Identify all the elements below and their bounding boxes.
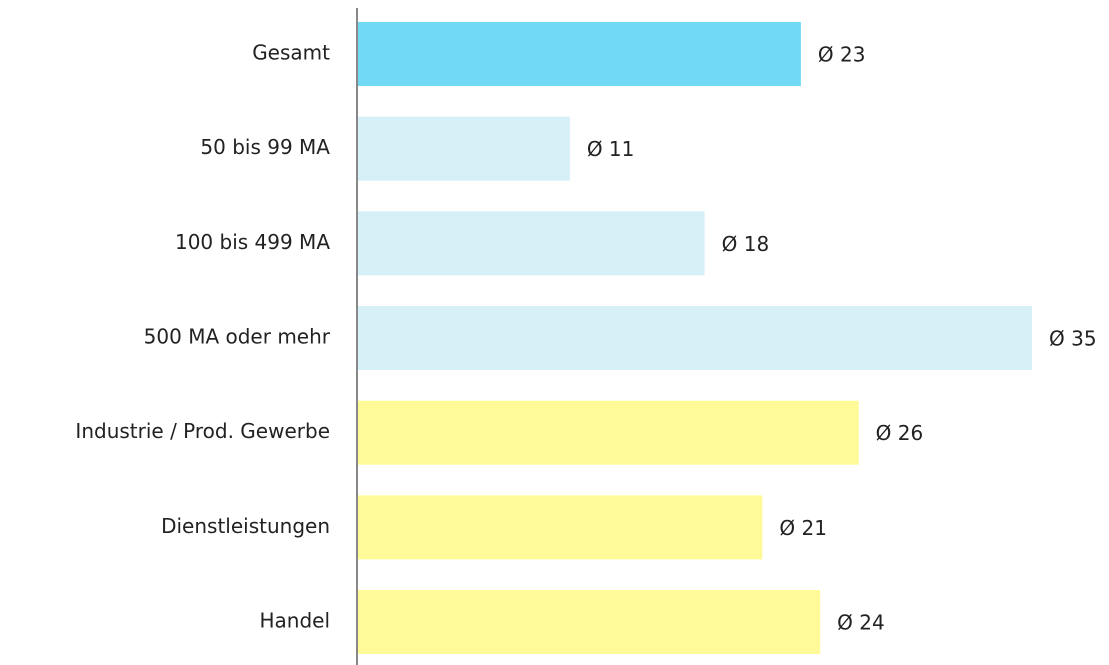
value-label: Ø 11 [587, 137, 635, 161]
category-label: 500 MA oder mehr [144, 325, 331, 349]
value-label: Ø 23 [818, 43, 866, 67]
value-label: Ø 24 [837, 611, 885, 635]
bar [358, 211, 705, 276]
category-label: Dienstleistungen [161, 514, 330, 538]
value-label: Ø 35 [1049, 327, 1097, 351]
category-label: 100 bis 499 MA [175, 230, 330, 254]
bar [358, 400, 859, 465]
bar [358, 495, 763, 560]
value-label: Ø 21 [779, 516, 827, 540]
bar [358, 306, 1032, 371]
category-label: 50 bis 99 MA [200, 135, 330, 159]
category-label: Industrie / Prod. Gewerbe [75, 419, 330, 443]
bar [358, 22, 801, 86]
bar [358, 116, 570, 181]
value-label: Ø 18 [722, 232, 770, 256]
category-label: Handel [259, 609, 330, 633]
category-label: Gesamt [252, 41, 330, 65]
value-label: Ø 26 [876, 421, 924, 445]
bar [358, 590, 821, 655]
